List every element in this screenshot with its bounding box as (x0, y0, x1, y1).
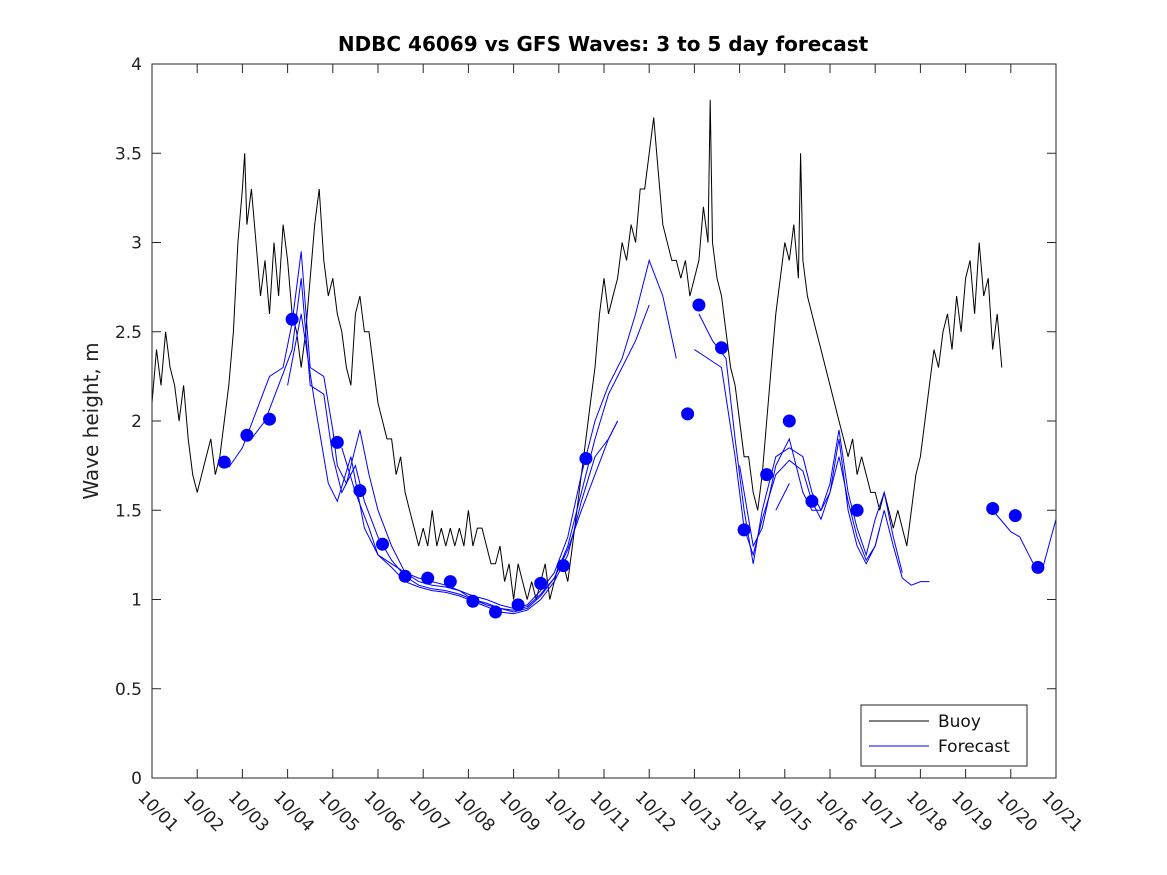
forecast-marker (421, 571, 435, 585)
x-tick-label: 10/13 (676, 787, 725, 836)
forecast-marker (534, 576, 548, 590)
x-tick-label: 10/16 (811, 787, 860, 836)
legend: Buoy Forecast (860, 704, 1028, 767)
forecast-line (287, 313, 619, 615)
x-tick-label: 10/02 (179, 787, 228, 836)
x-tick-labels: 10/0110/0210/0310/0410/0510/0610/0710/08… (133, 787, 1086, 836)
y-tick-labels: 0 0.5 1 1.5 2 2.5 3 3.5 4 (115, 55, 142, 789)
y-tick-label: 1.5 (115, 501, 142, 521)
forecast-marker (466, 594, 480, 608)
forecast-marker (240, 428, 254, 442)
forecast-marker (1008, 509, 1022, 523)
forecast-marker (556, 559, 570, 573)
forecast-line (992, 509, 1056, 570)
forecast-line (739, 437, 881, 565)
forecast-marker (715, 341, 728, 355)
tick-marks (151, 63, 1057, 779)
forecast-marker (782, 414, 796, 428)
forecast-marker (330, 435, 344, 449)
forecast-marker (760, 468, 774, 482)
y-tick-label: 0 (131, 769, 142, 789)
x-tick-label: 10/20 (992, 787, 1041, 836)
legend-box (860, 704, 1028, 767)
forecast-line (251, 278, 650, 613)
forecast-marker (692, 298, 706, 312)
y-tick-label: 4 (131, 55, 142, 75)
x-tick-label: 10/19 (947, 787, 996, 836)
forecast-marker (579, 452, 593, 465)
forecast-line (341, 420, 619, 611)
forecast-line (228, 251, 677, 609)
x-tick-label: 10/05 (314, 787, 363, 836)
forecast-marker (511, 598, 525, 612)
forecast-marker (376, 537, 389, 551)
y-tick-label: 3.5 (115, 144, 142, 164)
y-tick-label: 2.5 (115, 323, 142, 343)
forecast-marker (353, 484, 367, 498)
x-tick-label: 10/09 (495, 787, 544, 836)
x-tick-label: 10/12 (631, 787, 680, 836)
x-tick-label: 10/18 (902, 787, 951, 836)
legend-forecast-label: Forecast (938, 737, 1010, 757)
forecast-marker (217, 455, 231, 469)
forecast-marker (489, 605, 502, 619)
forecast-marker (285, 312, 299, 326)
forecast-marker (986, 502, 1000, 515)
forecast-line (775, 483, 790, 511)
forecast-marker (263, 412, 276, 426)
y-tick-label: 0.5 (115, 680, 142, 700)
forecast-marker (850, 503, 864, 517)
forecast-line (694, 349, 930, 586)
x-tick-label: 10/11 (585, 787, 634, 836)
forecast-markers (217, 298, 1045, 619)
forecast-marker (1031, 560, 1045, 574)
forecast-marker (443, 575, 457, 589)
x-tick-label: 10/04 (269, 787, 318, 836)
y-tick-label: 3 (131, 234, 142, 254)
legend-buoy-label: Buoy (938, 712, 981, 732)
chart-title: NDBC 46069 vs GFS Waves: 3 to 5 day fore… (338, 32, 869, 56)
y-tick-label: 2 (131, 412, 142, 432)
y-axis-label: Wave height, m (79, 342, 103, 499)
x-tick-label: 10/03 (224, 787, 273, 836)
forecast-marker (398, 569, 412, 583)
x-tick-label: 10/21 (1037, 787, 1086, 836)
buoy-line (152, 99, 1003, 600)
x-tick-label: 10/01 (133, 787, 182, 836)
plot-frame (151, 63, 1057, 779)
x-tick-label: 10/15 (766, 787, 815, 836)
x-tick-label: 10/07 (405, 787, 454, 836)
x-tick-label: 10/06 (359, 787, 408, 836)
forecast-line (698, 313, 903, 573)
x-tick-label: 10/10 (540, 787, 589, 836)
x-tick-label: 10/14 (721, 787, 770, 836)
forecast-marker (737, 523, 751, 537)
y-tick-label: 1 (131, 591, 142, 611)
forecast-marker (681, 407, 695, 421)
buoy-series (152, 99, 1003, 600)
forecast-marker (805, 494, 819, 508)
forecast-series (228, 251, 1056, 615)
x-tick-label: 10/08 (450, 787, 499, 836)
x-tick-label: 10/17 (857, 787, 906, 836)
